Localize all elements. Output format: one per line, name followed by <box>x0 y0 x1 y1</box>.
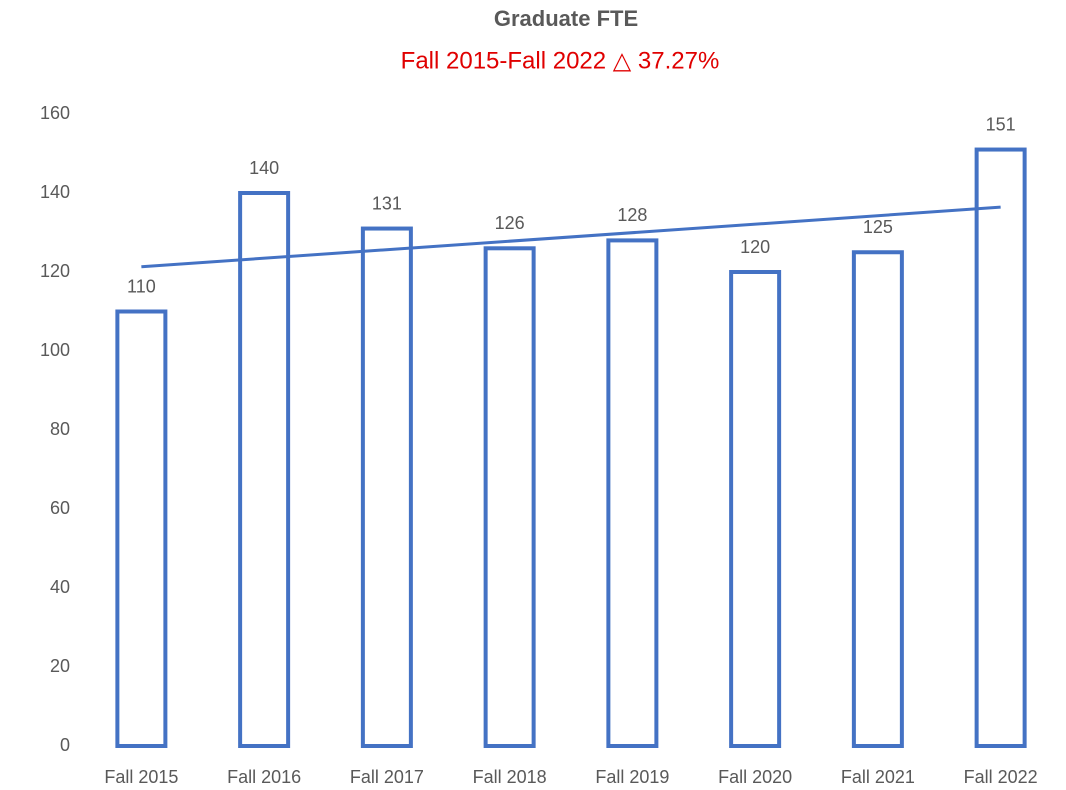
chart-title: Graduate FTE <box>494 6 638 31</box>
y-tick-label: 60 <box>50 498 70 518</box>
x-tick-label: Fall 2016 <box>227 767 301 787</box>
trendline <box>141 205 1001 269</box>
y-tick-label: 0 <box>60 735 70 755</box>
bar <box>360 226 413 749</box>
x-tick-label: Fall 2019 <box>595 767 669 787</box>
y-tick-label: 40 <box>50 577 70 597</box>
bar <box>851 250 904 748</box>
data-label: 151 <box>986 114 1016 134</box>
bar <box>238 191 291 748</box>
y-tick-label: 160 <box>40 103 70 123</box>
data-label: 140 <box>249 158 279 178</box>
bar <box>606 238 659 748</box>
chart-subtitle: Fall 2015-Fall 2022 △ 37.27% <box>401 47 720 74</box>
y-tick-label: 80 <box>50 419 70 439</box>
data-label: 110 <box>127 276 156 296</box>
bar <box>483 246 536 749</box>
data-label: 125 <box>863 217 893 237</box>
data-label: 126 <box>495 213 525 233</box>
y-tick-label: 140 <box>40 182 70 202</box>
bar <box>974 147 1027 749</box>
data-label: 131 <box>372 193 402 213</box>
y-tick-label: 100 <box>40 340 70 360</box>
x-tick-label: Fall 2015 <box>104 767 178 787</box>
x-tick-label: Fall 2021 <box>841 767 915 787</box>
x-tick-label: Fall 2018 <box>473 767 547 787</box>
y-tick-label: 20 <box>50 656 70 676</box>
data-label: 120 <box>740 237 770 257</box>
data-label: 128 <box>617 205 647 225</box>
x-tick-label: Fall 2017 <box>350 767 424 787</box>
x-tick-label: Fall 2022 <box>964 767 1038 787</box>
x-tick-label: Fall 2020 <box>718 767 792 787</box>
y-tick-label: 120 <box>40 261 70 281</box>
bar <box>115 309 168 748</box>
bar <box>729 270 782 748</box>
